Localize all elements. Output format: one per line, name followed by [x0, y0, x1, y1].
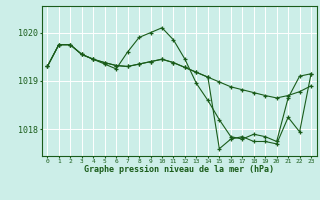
X-axis label: Graphe pression niveau de la mer (hPa): Graphe pression niveau de la mer (hPa) [84, 165, 274, 174]
